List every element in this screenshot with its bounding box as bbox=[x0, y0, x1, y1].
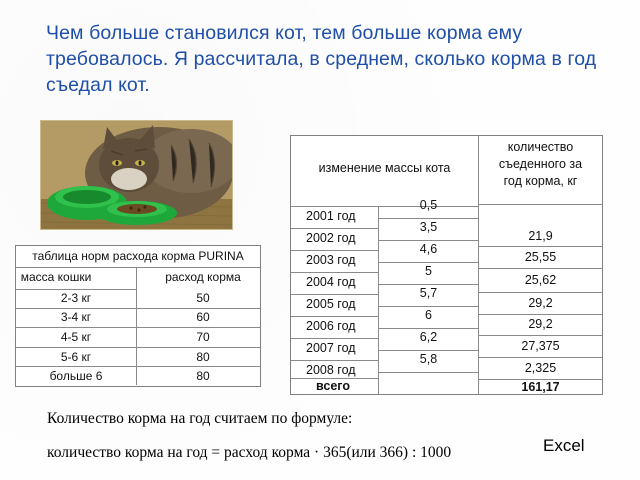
amount-row-value: 29,2 bbox=[528, 317, 553, 331]
mass-row-value: 6 bbox=[425, 308, 432, 322]
amount-row-value: 21,9 bbox=[528, 229, 553, 243]
mass-row-value: 6,2 bbox=[419, 330, 438, 344]
cat-mass-table: изменение массы кота количество съеденно… bbox=[290, 135, 603, 395]
mass-divider bbox=[479, 246, 602, 247]
mass-row-year: 2002 год bbox=[306, 231, 356, 245]
mass-row-year: 2004 год bbox=[306, 275, 356, 289]
mass-header-amount-line: съеденного за bbox=[498, 157, 583, 171]
purina-table-title: таблица норм расхода корма PURINA bbox=[32, 249, 244, 263]
purina-row-mass: 5-6 кг bbox=[60, 350, 92, 364]
mass-divider bbox=[379, 328, 478, 329]
purina-divider bbox=[16, 289, 136, 290]
mass-total-value: 161,17 bbox=[521, 380, 560, 394]
purina-row-rate: 70 bbox=[196, 330, 210, 344]
mass-row-value: 5,7 bbox=[419, 286, 438, 300]
mass-divider bbox=[291, 316, 378, 317]
purina-divider bbox=[16, 347, 260, 348]
purina-divider bbox=[16, 308, 260, 309]
cat-photo bbox=[40, 120, 233, 230]
amount-row-value: 25,62 bbox=[524, 273, 557, 287]
purina-divider bbox=[16, 267, 260, 268]
mass-row-value: 4,6 bbox=[419, 242, 438, 256]
mass-row-year: 2001 год bbox=[306, 209, 356, 223]
mass-divider bbox=[479, 335, 602, 336]
slide-heading: Чем больше становился кот, тем больше ко… bbox=[46, 22, 597, 96]
mass-divider bbox=[291, 378, 378, 379]
amount-row-value: 2,325 bbox=[524, 361, 557, 375]
purina-row-rate: 60 bbox=[196, 310, 210, 324]
purina-divider bbox=[16, 327, 260, 328]
mass-row-year: 2008 год bbox=[306, 363, 356, 377]
purina-norms-table: таблица норм расхода корма PURINA масса … bbox=[15, 245, 261, 387]
purina-row-mass: 2-3 кг bbox=[60, 291, 92, 305]
mass-divider bbox=[291, 360, 378, 361]
purina-row-mass: 4-5 кг bbox=[60, 330, 92, 344]
mass-divider bbox=[291, 228, 378, 229]
mass-divider bbox=[379, 284, 478, 285]
mass-divider bbox=[479, 268, 602, 269]
mass-row-value: 3,5 bbox=[419, 220, 438, 234]
mass-divider bbox=[291, 294, 378, 295]
purina-row-rate: 80 bbox=[196, 350, 210, 364]
mass-divider bbox=[478, 136, 479, 394]
amount-row-value: 25,55 bbox=[524, 250, 557, 264]
mass-divider bbox=[479, 379, 602, 380]
mass-divider bbox=[479, 357, 602, 358]
mass-total-label: всего bbox=[316, 379, 350, 393]
purina-row-rate: 80 bbox=[196, 369, 210, 383]
mass-divider bbox=[379, 306, 478, 307]
mass-divider bbox=[378, 206, 379, 394]
mass-header-change: изменение массы кота bbox=[318, 161, 451, 175]
mass-divider bbox=[379, 350, 478, 351]
mass-divider bbox=[291, 272, 378, 273]
purina-row-mass: 3-4 кг bbox=[60, 310, 92, 324]
purina-header-mass: масса кошки bbox=[20, 270, 92, 284]
mass-divider bbox=[291, 250, 378, 251]
purina-row-mass: больше 6 bbox=[49, 369, 103, 383]
mass-row-value: 5 bbox=[425, 264, 432, 278]
mass-divider bbox=[479, 292, 602, 293]
mass-header-amount: количество съеденного за год корма, кг bbox=[479, 139, 602, 190]
mass-row-year: 2005 год bbox=[306, 297, 356, 311]
mass-header-amount-line: год корма, кг bbox=[503, 174, 578, 188]
excel-link[interactable]: Excel bbox=[543, 436, 585, 455]
purina-divider bbox=[136, 268, 137, 385]
mass-divider bbox=[479, 204, 602, 205]
amount-row-value: 29,2 bbox=[528, 296, 553, 310]
purina-divider bbox=[16, 366, 260, 367]
mass-row-value: 0,5 bbox=[419, 198, 438, 212]
formula-intro: Количество корма на год считаем по форму… bbox=[47, 410, 353, 427]
mass-divider bbox=[379, 240, 478, 241]
mass-divider bbox=[379, 372, 478, 373]
amount-row-value: 27,375 bbox=[521, 339, 560, 353]
mass-divider bbox=[379, 218, 478, 219]
mass-row-year: 2003 год bbox=[306, 253, 356, 267]
mass-header-amount-line: количество bbox=[507, 140, 574, 154]
mass-divider bbox=[479, 314, 602, 315]
mass-row-year: 2006 год bbox=[306, 319, 356, 333]
mass-row-year: 2007 год bbox=[306, 341, 356, 355]
mass-row-value: 5,8 bbox=[419, 352, 438, 366]
purina-header-rate: расход корма bbox=[165, 270, 241, 284]
formula-text: количество корма на год = расход корма ·… bbox=[47, 444, 452, 461]
purina-row-rate: 50 bbox=[196, 291, 210, 305]
mass-divider bbox=[291, 338, 378, 339]
mass-divider bbox=[379, 262, 478, 263]
mass-divider bbox=[291, 206, 478, 207]
